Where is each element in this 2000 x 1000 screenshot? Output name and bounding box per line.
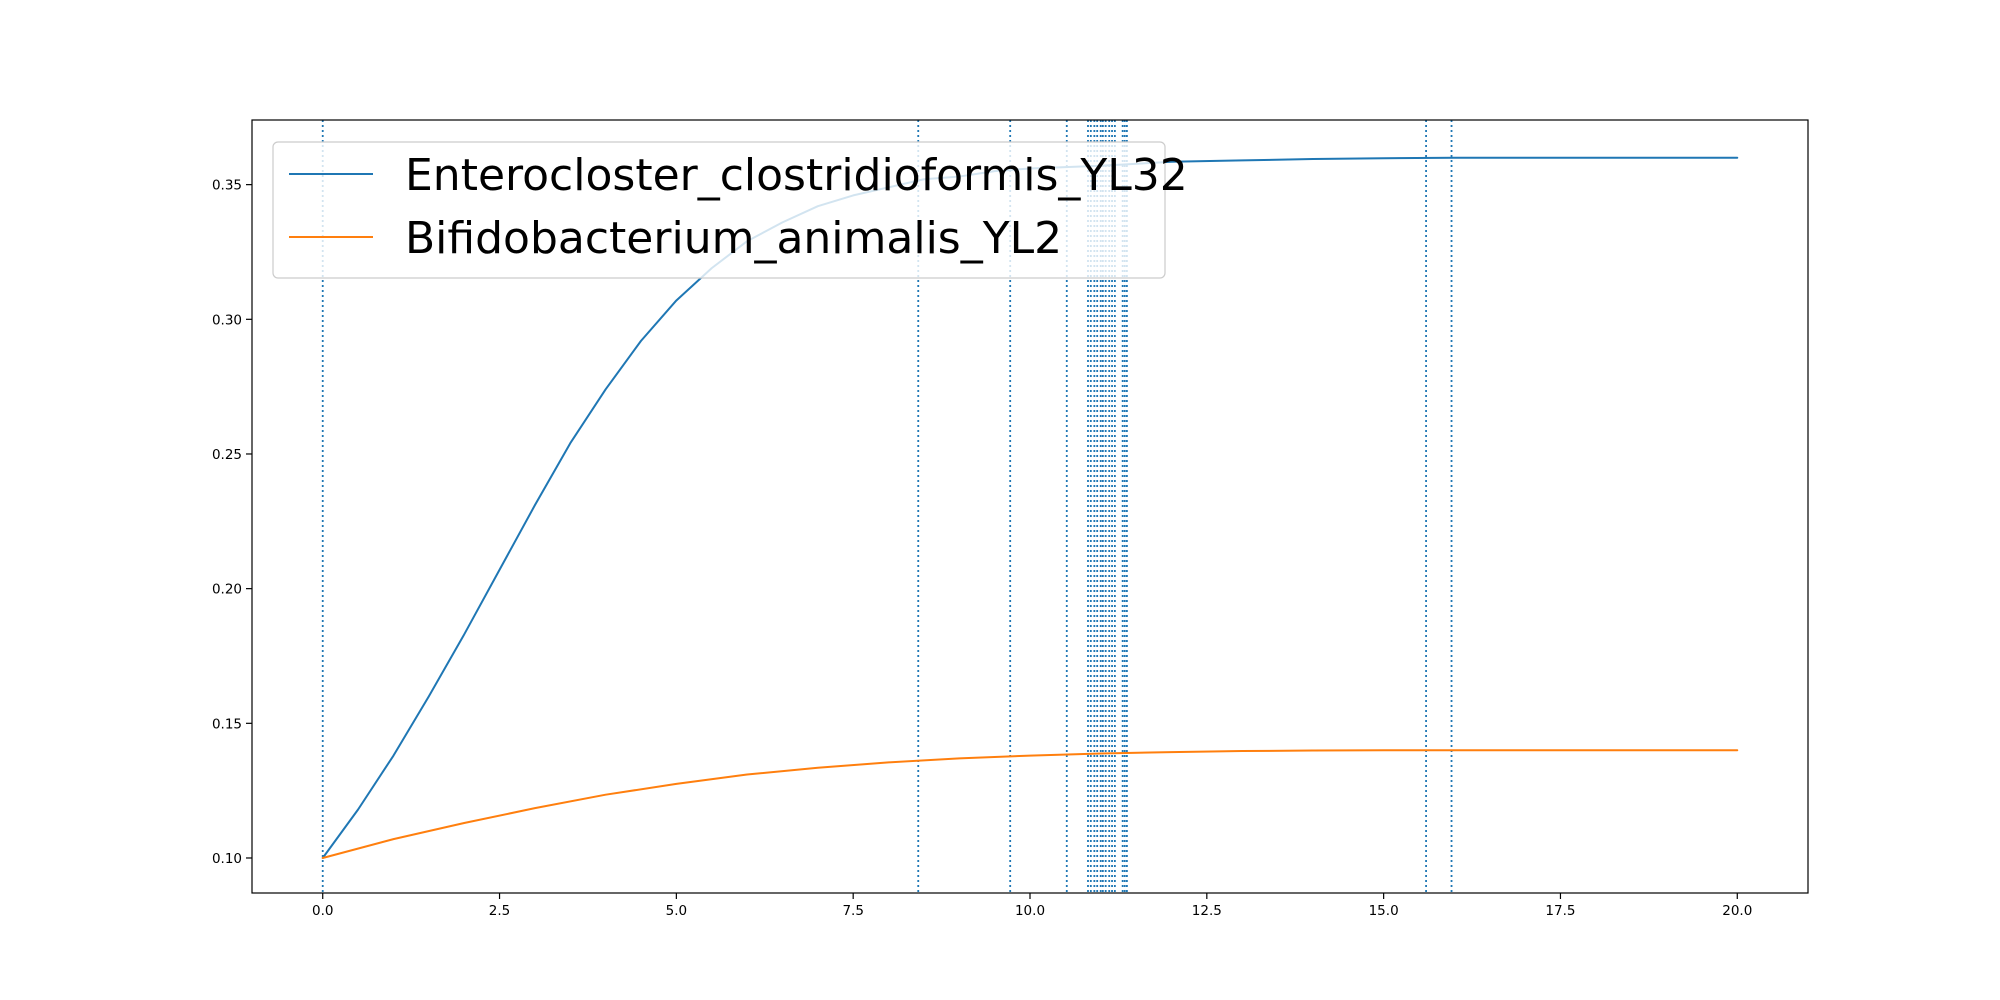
x-tick-label: 5.0 [666, 903, 687, 919]
y-axis: 0.10 0.15 0.20 0.25 0.30 0.35 [212, 178, 252, 867]
x-tick-label: 0.0 [312, 903, 333, 919]
legend-label-1: Bifidobacterium_animalis_YL2 [405, 213, 1062, 264]
vlines-layer [321, 120, 1453, 893]
x-axis: 0.0 2.5 5.0 7.5 10.0 12.5 15.0 17.5 20.0 [312, 893, 1752, 919]
y-tick-label: 0.10 [212, 851, 242, 867]
x-tick-label: 7.5 [842, 903, 863, 919]
legend-label-0: Enterocloster_clostridioformis_YL32 [405, 150, 1188, 201]
y-tick-label: 0.15 [212, 716, 242, 732]
y-tick-label: 0.25 [212, 447, 242, 463]
x-tick-label: 17.5 [1545, 903, 1575, 919]
x-tick-label: 20.0 [1722, 903, 1752, 919]
x-tick-label: 12.5 [1192, 903, 1222, 919]
legend: Enterocloster_clostridioformis_YL32 Bifi… [272, 141, 1188, 279]
y-tick-label: 0.35 [212, 178, 242, 194]
series-line-1 [321, 749, 1739, 859]
x-tick-label: 10.0 [1015, 903, 1045, 919]
legend-box [272, 141, 1166, 279]
x-tick-label: 2.5 [489, 903, 510, 919]
y-tick-label: 0.20 [212, 582, 242, 598]
y-tick-label: 0.30 [212, 312, 242, 328]
x-tick-label: 15.0 [1369, 903, 1399, 919]
